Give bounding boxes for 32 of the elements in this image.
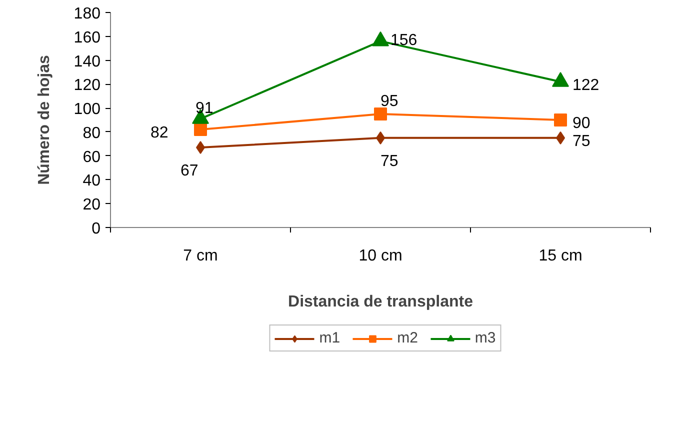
point [374,108,387,121]
legend-label: m3 [474,330,496,346]
y-tick-label: 20 [82,196,101,214]
y-tick-label: 60 [82,148,101,166]
data-label: 91 [196,100,214,117]
data-label: 95 [380,93,398,110]
data-label: 75 [572,132,590,150]
y-tick-label: 120 [74,77,101,94]
y-tick-label: 180 [74,6,101,22]
y-tick-label: 80 [82,124,101,142]
data-label: 75 [380,152,398,170]
data-label: 82 [150,124,168,142]
y-tick-label: 0 [92,220,101,238]
y-tick-label: 100 [74,101,101,118]
legend-label: m1 [319,330,340,346]
point [552,72,569,87]
data-label: 90 [572,115,590,132]
data-label: 122 [572,76,600,94]
point [194,123,207,136]
x-tick-label: 7 cm [183,248,218,264]
point [554,114,567,126]
point [372,31,389,46]
legend-label: m2 [397,330,418,346]
y-tick-label: 160 [74,29,101,46]
data-label: 67 [180,162,198,180]
y-tick-label: 40 [82,172,101,190]
y-axis-title: Número de hojas [36,54,53,185]
x-axis-title: Distancia de transplante [288,294,474,310]
x-tick-label: 10 cm [358,248,402,264]
x-tick-label: 15 cm [538,248,582,264]
y-tick-label: 140 [74,53,101,70]
data-label: 156 [390,32,418,50]
